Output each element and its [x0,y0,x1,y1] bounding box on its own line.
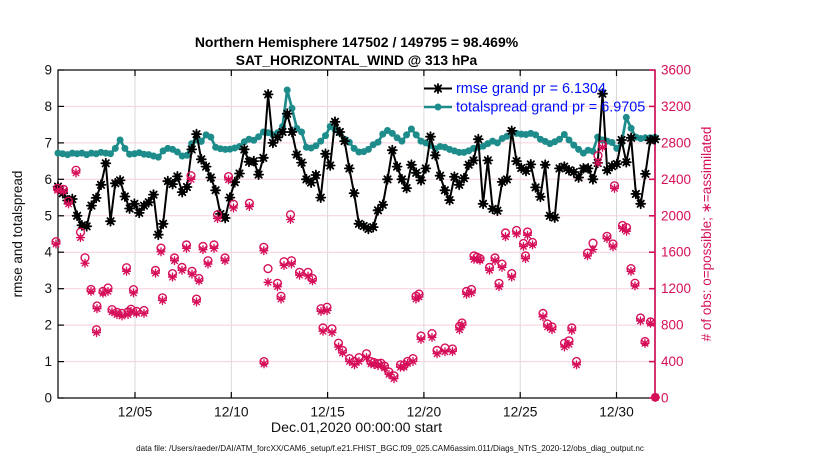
svg-text:totalspread grand pr = 6.9705: totalspread grand pr = 6.9705 [456,100,645,116]
svg-text:7: 7 [44,135,52,150]
svg-text:1: 1 [44,354,52,369]
svg-text:5: 5 [44,208,52,223]
svg-text:12/30: 12/30 [599,405,634,420]
svg-text:9: 9 [44,63,52,78]
svg-text:2400: 2400 [661,172,691,187]
svg-text:4: 4 [44,245,52,260]
svg-text:12/10: 12/10 [214,405,249,420]
svg-text:rmse and totalspread: rmse and totalspread [10,171,25,298]
svg-text:0: 0 [44,391,52,406]
svg-text:2000: 2000 [661,208,691,223]
svg-text:3: 3 [44,281,52,296]
svg-text:rmse grand pr = 6.1304: rmse grand pr = 6.1304 [456,81,606,97]
svg-text:12/25: 12/25 [503,405,538,420]
svg-text:3600: 3600 [661,63,691,78]
svg-text:Northern Hemisphere 147502 / 1: Northern Hemisphere 147502 / 149795 = 98… [195,34,519,50]
svg-text:400: 400 [661,354,684,369]
svg-text:6: 6 [44,172,52,187]
svg-text:# of obs: o=possible; ∗=assimi: # of obs: o=possible; ∗=assimilated [699,127,714,342]
svg-text:1200: 1200 [661,281,691,296]
svg-text:2: 2 [44,318,52,333]
svg-text:8: 8 [44,99,52,114]
svg-text:3200: 3200 [661,99,691,114]
svg-text:2800: 2800 [661,135,691,150]
svg-text:12/15: 12/15 [310,405,345,420]
svg-text:1600: 1600 [661,245,691,260]
svg-text:SAT_HORIZONTAL_WIND @ 313 hPa: SAT_HORIZONTAL_WIND @ 313 hPa [236,53,478,68]
svg-text:12/05: 12/05 [118,405,153,420]
svg-text:Dec.01,2020 00:00:00 start: Dec.01,2020 00:00:00 start [271,420,442,436]
svg-text:800: 800 [661,318,684,333]
svg-text:12/20: 12/20 [407,405,442,420]
svg-text:data file: /Users/raeder/DAI/A: data file: /Users/raeder/DAI/ATM_forcXX/… [136,444,644,453]
svg-text:0: 0 [661,391,669,406]
